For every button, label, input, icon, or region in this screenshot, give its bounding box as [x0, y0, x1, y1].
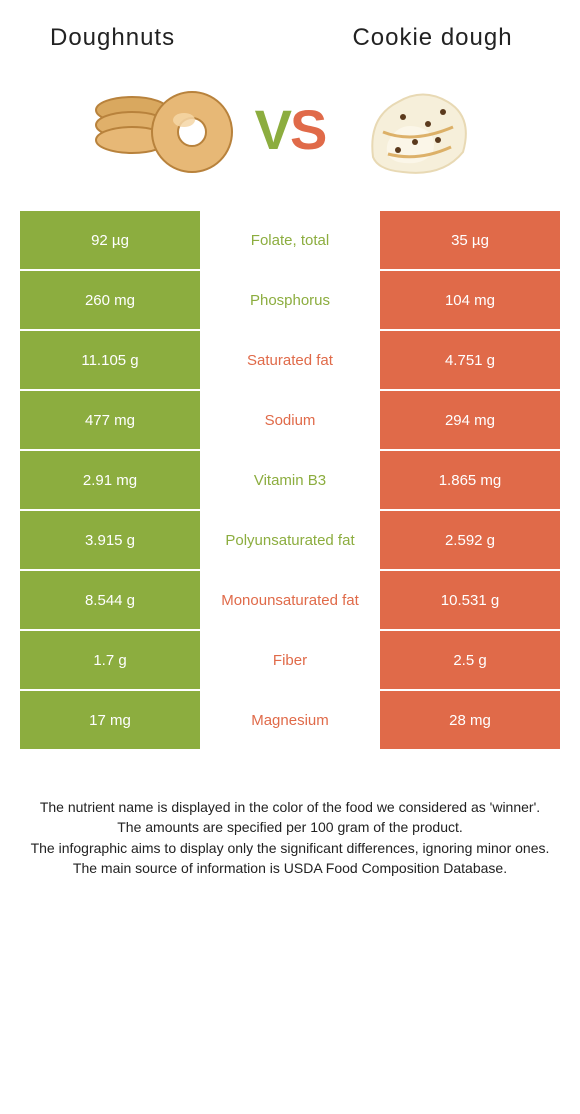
vs-s: S	[290, 98, 325, 161]
comparison-table: 92 µgFolate, total35 µg260 mgPhosphorus1…	[0, 211, 580, 749]
nutrient-name: Phosphorus	[200, 271, 380, 329]
footer-line2: The amounts are specified per 100 gram o…	[18, 817, 562, 837]
table-row: 2.91 mgVitamin B31.865 mg	[20, 451, 560, 509]
left-value: 8.544 g	[20, 571, 200, 629]
right-value: 104 mg	[380, 271, 560, 329]
right-value: 2.592 g	[380, 511, 560, 569]
table-row: 1.7 gFiber2.5 g	[20, 631, 560, 689]
table-row: 477 mgSodium294 mg	[20, 391, 560, 449]
table-row: 260 mgPhosphorus104 mg	[20, 271, 560, 329]
vs-label: VS	[255, 97, 326, 162]
nutrient-name: Saturated fat	[200, 331, 380, 389]
right-value: 294 mg	[380, 391, 560, 449]
right-value: 28 mg	[380, 691, 560, 749]
title-left: Doughnuts	[20, 24, 305, 52]
table-row: 8.544 gMonounsaturated fat10.531 g	[20, 571, 560, 629]
left-value: 2.91 mg	[20, 451, 200, 509]
nutrient-name: Monounsaturated fat	[200, 571, 380, 629]
table-row: 11.105 gSaturated fat4.751 g	[20, 331, 560, 389]
nutrient-name: Magnesium	[200, 691, 380, 749]
nutrient-name: Folate, total	[200, 211, 380, 269]
left-value: 17 mg	[20, 691, 200, 749]
footer: The nutrient name is displayed in the co…	[0, 751, 580, 898]
nutrient-name: Sodium	[200, 391, 380, 449]
right-value: 2.5 g	[380, 631, 560, 689]
left-value: 1.7 g	[20, 631, 200, 689]
left-value: 11.105 g	[20, 331, 200, 389]
images-row: VS	[0, 64, 580, 211]
title-right: Cookie dough	[305, 24, 560, 52]
cookie-dough-image	[343, 72, 488, 187]
doughnuts-image	[92, 72, 237, 187]
left-value: 477 mg	[20, 391, 200, 449]
table-row: 92 µgFolate, total35 µg	[20, 211, 560, 269]
nutrient-name: Vitamin B3	[200, 451, 380, 509]
nutrient-name: Fiber	[200, 631, 380, 689]
left-value: 3.915 g	[20, 511, 200, 569]
footer-line4: The main source of information is USDA F…	[18, 858, 562, 878]
right-value: 1.865 mg	[380, 451, 560, 509]
footer-line3: The infographic aims to display only the…	[18, 838, 562, 858]
right-value: 10.531 g	[380, 571, 560, 629]
footer-line1: The nutrient name is displayed in the co…	[18, 797, 562, 817]
left-value: 92 µg	[20, 211, 200, 269]
right-value: 35 µg	[380, 211, 560, 269]
right-value: 4.751 g	[380, 331, 560, 389]
table-row: 3.915 gPolyunsaturated fat2.592 g	[20, 511, 560, 569]
header: Doughnuts Cookie dough	[0, 0, 580, 64]
vs-v: V	[255, 98, 290, 161]
left-value: 260 mg	[20, 271, 200, 329]
nutrient-name: Polyunsaturated fat	[200, 511, 380, 569]
table-row: 17 mgMagnesium28 mg	[20, 691, 560, 749]
